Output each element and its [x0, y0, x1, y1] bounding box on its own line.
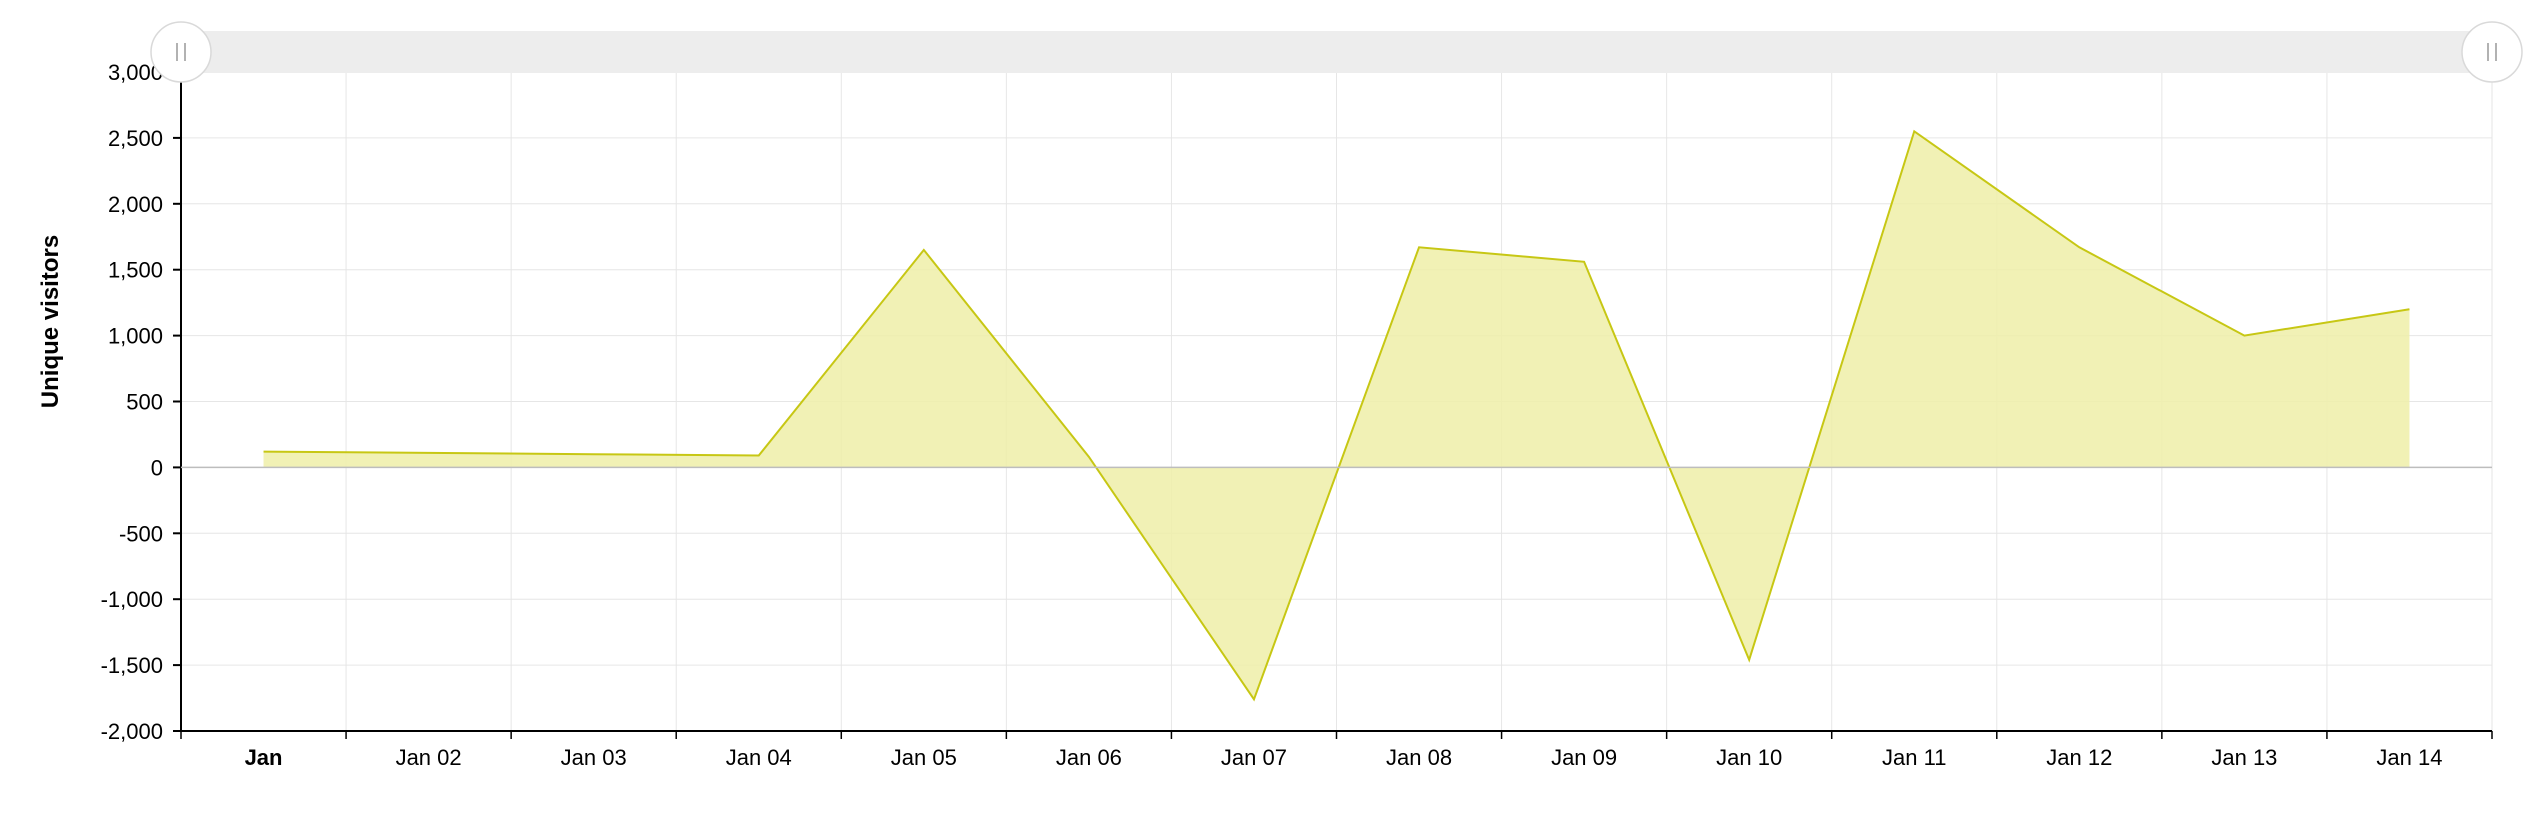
x-tick-label: Jan 04: [726, 745, 792, 770]
scrollbar-track[interactable]: [181, 31, 2492, 73]
x-tick-label: Jan 05: [891, 745, 957, 770]
y-tick-label: 2,000: [108, 192, 163, 217]
y-tick-label: 1,500: [108, 258, 163, 283]
x-tick-label: Jan 08: [1386, 745, 1452, 770]
y-tick-label: -1,500: [101, 653, 163, 678]
scrollbar-left-grip[interactable]: [150, 21, 212, 83]
y-axis-title: Unique visitors: [37, 235, 64, 408]
x-tick-label: Jan 10: [1716, 745, 1782, 770]
y-tick-label: -2,000: [101, 719, 163, 744]
series-line: [263, 129, 2410, 702]
x-tick-label: Jan 13: [2211, 745, 2277, 770]
x-tick-label: Jan 06: [1056, 745, 1122, 770]
x-tick-label: Jan 07: [1221, 745, 1287, 770]
grip-right-circle[interactable]: [2461, 21, 2523, 83]
series-area-fill: [263, 131, 2410, 700]
y-tick-label: 500: [126, 390, 163, 415]
scrollbar-right-grip[interactable]: [2461, 21, 2523, 83]
x-tick-label: Jan 14: [2376, 745, 2442, 770]
x-tick-label: Jan 12: [2046, 745, 2112, 770]
x-tick-label: Jan 11: [1882, 745, 1946, 770]
y-tick-label: -500: [119, 521, 163, 546]
scrollbar[interactable]: [150, 21, 2523, 83]
x-tick-label: Jan 03: [561, 745, 627, 770]
y-tick-label: 0: [151, 455, 163, 480]
y-tick-label: 1,000: [108, 324, 163, 349]
x-tick-label: Jan: [245, 745, 283, 770]
y-tick-label: -1,000: [101, 587, 163, 612]
x-axis-labels: Jan Jan 02 Jan 03 Jan 04 Jan 05 Jan 06 Jan 07 J…: [180, 731, 2493, 770]
x-tick-label: Jan 09: [1551, 745, 1617, 770]
grip-left-circle[interactable]: [150, 21, 212, 83]
x-tick-label: Jan 02: [396, 745, 462, 770]
series-area: [263, 129, 2410, 702]
y-axis-labels: 3,0002,5002,0001,5001,0005000-500-1,000-…: [101, 60, 181, 744]
y-tick-label: 2,500: [108, 126, 163, 151]
